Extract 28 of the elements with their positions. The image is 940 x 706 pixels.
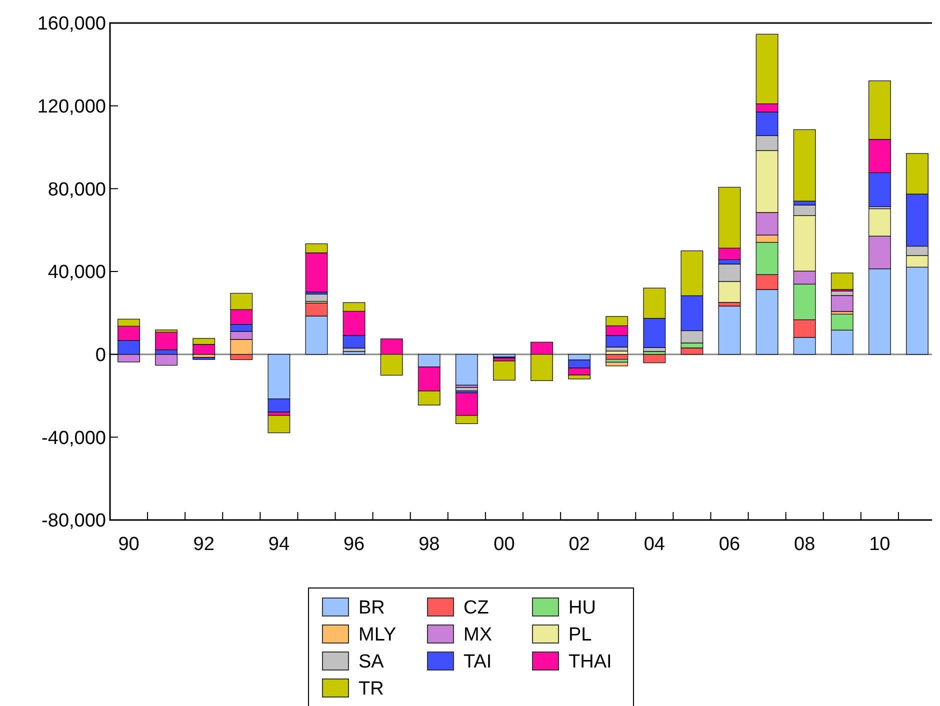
x-tick-label: 98: [418, 534, 440, 555]
legend-label: HU: [568, 598, 596, 619]
x-tick-label: 10: [869, 534, 890, 555]
y-tick-label: -40,000: [42, 428, 106, 449]
legend-label: TAI: [464, 652, 492, 673]
y-tick-label: 160,000: [37, 14, 106, 35]
legend-label: MLY: [358, 624, 396, 646]
y-tick-label: 80,000: [48, 179, 106, 200]
x-tick-label: 04: [644, 534, 666, 555]
legend-label: CZ: [464, 598, 490, 619]
x-tick-label: 94: [268, 534, 290, 555]
y-tick-label: 40,000: [48, 262, 106, 284]
legend-label: MX: [464, 624, 492, 646]
y-tick-label: -80,000: [42, 510, 106, 532]
legend-label: BR: [358, 598, 385, 619]
x-tick-label: 08: [794, 534, 816, 555]
y-tick-label: 0: [95, 344, 106, 366]
x-tick-label: 92: [193, 534, 214, 555]
x-tick-label: 00: [494, 534, 515, 555]
x-tick-label: 06: [718, 534, 740, 555]
legend-label: PL: [568, 624, 592, 646]
y-tick-label: 120,000: [37, 96, 106, 118]
x-tick-label: 96: [343, 534, 365, 555]
x-tick-label: 90: [118, 534, 140, 555]
legend-label: TR: [358, 678, 384, 700]
legend-label: SA: [358, 652, 384, 673]
legend-label: THAI: [568, 652, 612, 673]
x-tick-label: 02: [568, 534, 590, 555]
